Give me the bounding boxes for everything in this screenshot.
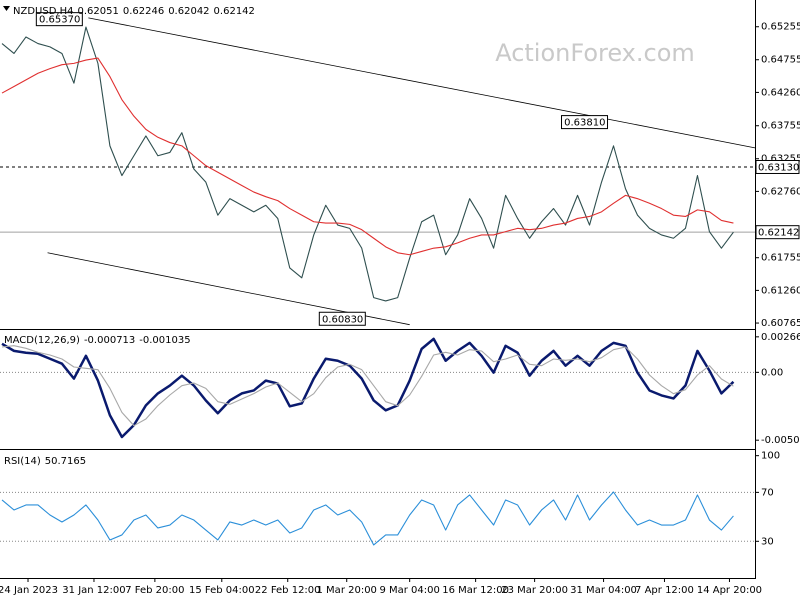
y-tick-label: 0.65255 xyxy=(761,22,800,33)
reading: 50.7165 xyxy=(45,456,86,467)
y-tick-label: 0.63255 xyxy=(761,154,800,165)
level-label: 0.62142 xyxy=(758,228,799,239)
annotation-box xyxy=(35,12,83,27)
panel-title: RSI(14) xyxy=(4,456,41,467)
level-label-box xyxy=(755,159,800,174)
series-line xyxy=(1,337,735,439)
x-tick-label: 14 Apr 20:00 xyxy=(697,585,762,596)
collapse-icon xyxy=(3,6,10,11)
x-tick-label: 22 Feb 12:00 xyxy=(255,585,321,596)
series-line xyxy=(1,345,734,427)
annotation-label: 0.63810 xyxy=(564,118,605,129)
annotation-label: 0.60830 xyxy=(322,314,363,325)
reading: 0.62042 xyxy=(168,6,209,17)
trendline xyxy=(88,17,756,149)
x-tick-label: 23 Mar 20:00 xyxy=(501,585,568,596)
y-tick-label: 0.61260 xyxy=(761,285,800,296)
panel-header: MACD(12,26,9) -0.000713 -0.001035 xyxy=(4,335,191,346)
y-tick-label: -0.005089 xyxy=(761,435,800,446)
x-tick-label: 16 Mar 12:00 xyxy=(442,585,509,596)
y-tick-label: 0.64260 xyxy=(761,87,800,98)
x-tick-label: 31 Mar 04:00 xyxy=(570,585,637,596)
x-tick-label: 7 Apr 12:00 xyxy=(635,585,694,596)
y-tick-label: 0.60765 xyxy=(761,318,800,329)
series-line xyxy=(1,57,734,256)
panel-title: NZDUSD,H4 xyxy=(13,6,73,17)
watermark: ActionForex.com xyxy=(495,39,695,67)
series-line xyxy=(1,26,734,302)
y-tick-label: 30 xyxy=(761,536,774,547)
panel-title: MACD(12,26,9) xyxy=(4,335,80,346)
reading: 0.62142 xyxy=(214,6,255,17)
x-tick-label: 31 Jan 12:00 xyxy=(62,585,125,596)
level-label-box xyxy=(755,225,800,240)
y-tick-label: 70 xyxy=(761,487,774,498)
y-tick-label: 0.61755 xyxy=(761,253,800,264)
reading: -0.000713 xyxy=(84,335,135,346)
annotation-box xyxy=(561,115,609,130)
x-tick-label: 9 Mar 04:00 xyxy=(379,585,439,596)
y-tick-label: 0.002662 xyxy=(761,332,800,343)
reading: -0.001035 xyxy=(139,335,190,346)
y-tick-label: 100 xyxy=(761,451,780,462)
annotation-label: 0.65370 xyxy=(39,15,80,26)
panel-header: RSI(14) 50.7165 xyxy=(4,456,86,467)
x-tick-label: 15 Feb 04:00 xyxy=(189,585,255,596)
y-tick-label: 0.62760 xyxy=(761,186,800,197)
y-tick-label: 0.00 xyxy=(761,367,783,378)
x-tick-label: 1 Mar 20:00 xyxy=(317,585,377,596)
y-tick-label: 0.63755 xyxy=(761,121,800,132)
x-tick-label: 24 Jan 2023 xyxy=(0,585,58,596)
reading: 0.62246 xyxy=(123,6,164,17)
x-tick-label: 7 Feb 20:00 xyxy=(125,585,184,596)
y-tick-label: 0.64755 xyxy=(761,55,800,66)
series-line xyxy=(1,491,734,546)
panel-header: NZDUSD,H4 0.62051 0.62246 0.62042 0.62142 xyxy=(13,6,255,17)
level-label: 0.63130 xyxy=(758,162,799,173)
reading: 0.62051 xyxy=(77,6,118,17)
annotation-box xyxy=(318,311,366,326)
